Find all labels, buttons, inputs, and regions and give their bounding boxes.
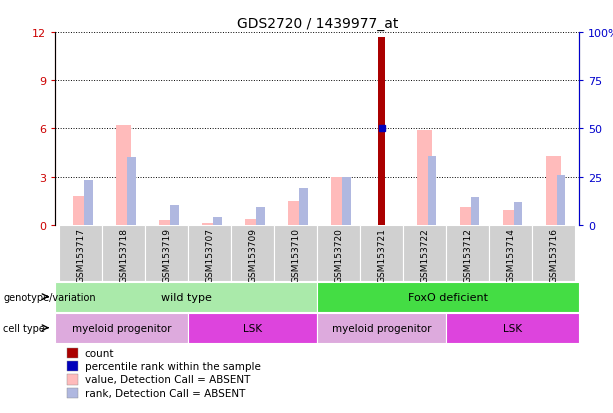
Text: percentile rank within the sample: percentile rank within the sample <box>85 361 261 371</box>
Text: GSM153717: GSM153717 <box>77 228 85 283</box>
Text: GSM153716: GSM153716 <box>549 228 558 283</box>
Bar <box>84 180 93 225</box>
Text: count: count <box>85 348 114 358</box>
Text: LSK: LSK <box>503 323 522 333</box>
Bar <box>331 177 346 225</box>
Text: GSM153707: GSM153707 <box>205 228 215 283</box>
Text: LSK: LSK <box>243 323 262 333</box>
FancyBboxPatch shape <box>532 225 575 281</box>
Bar <box>546 156 561 225</box>
Text: rank, Detection Call = ABSENT: rank, Detection Call = ABSENT <box>85 388 245 398</box>
Bar <box>378 38 385 225</box>
Text: value, Detection Call = ABSENT: value, Detection Call = ABSENT <box>85 375 250 385</box>
FancyBboxPatch shape <box>446 225 489 281</box>
Bar <box>170 206 178 225</box>
Text: myeloid progenitor: myeloid progenitor <box>72 323 172 333</box>
Text: GSM153721: GSM153721 <box>377 228 386 282</box>
Text: myeloid progenitor: myeloid progenitor <box>332 323 432 333</box>
Text: GSM153710: GSM153710 <box>291 228 300 283</box>
FancyBboxPatch shape <box>188 225 231 281</box>
FancyBboxPatch shape <box>102 225 145 281</box>
FancyBboxPatch shape <box>145 225 188 281</box>
Bar <box>342 177 351 225</box>
Bar <box>288 201 303 225</box>
Text: GSM153720: GSM153720 <box>334 228 343 282</box>
FancyBboxPatch shape <box>274 225 318 281</box>
Bar <box>428 156 436 225</box>
Text: cell type: cell type <box>3 323 45 333</box>
Bar <box>116 126 131 225</box>
FancyBboxPatch shape <box>360 225 403 281</box>
FancyBboxPatch shape <box>318 282 579 312</box>
Bar <box>127 158 135 225</box>
FancyBboxPatch shape <box>55 313 188 343</box>
Bar <box>299 188 308 225</box>
Text: GSM153719: GSM153719 <box>162 228 172 283</box>
FancyBboxPatch shape <box>318 225 360 281</box>
FancyBboxPatch shape <box>59 225 102 281</box>
Text: GSM153718: GSM153718 <box>120 228 128 283</box>
Text: GSM153722: GSM153722 <box>420 228 429 282</box>
Text: GSM153709: GSM153709 <box>248 228 257 283</box>
Bar <box>460 207 475 225</box>
FancyBboxPatch shape <box>188 313 318 343</box>
Bar <box>503 211 518 225</box>
Bar <box>557 176 565 225</box>
Bar <box>514 203 522 225</box>
Bar <box>74 196 88 225</box>
Bar <box>202 224 218 225</box>
Bar <box>256 207 265 225</box>
Bar <box>417 131 432 225</box>
FancyBboxPatch shape <box>318 313 446 343</box>
Text: genotype/variation: genotype/variation <box>3 292 96 302</box>
Bar <box>245 219 261 225</box>
FancyBboxPatch shape <box>231 225 274 281</box>
FancyBboxPatch shape <box>489 225 532 281</box>
Bar <box>159 220 174 225</box>
Text: wild type: wild type <box>161 292 211 302</box>
Title: GDS2720 / 1439977_at: GDS2720 / 1439977_at <box>237 17 398 31</box>
Text: GSM153714: GSM153714 <box>506 228 515 282</box>
FancyBboxPatch shape <box>446 313 579 343</box>
FancyBboxPatch shape <box>403 225 446 281</box>
Bar <box>213 218 222 225</box>
Text: FoxO deficient: FoxO deficient <box>408 292 489 302</box>
Bar <box>471 198 479 225</box>
Text: GSM153712: GSM153712 <box>463 228 472 282</box>
FancyBboxPatch shape <box>55 282 318 312</box>
